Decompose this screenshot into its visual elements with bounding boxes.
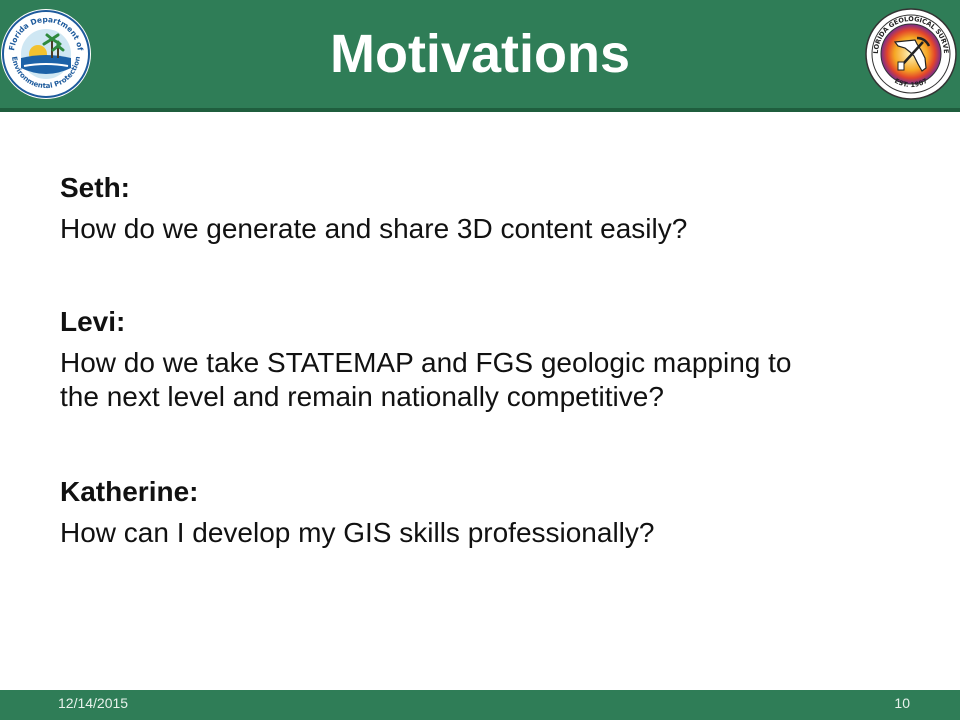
motivation-item-seth: Seth: How do we generate and share 3D co… <box>60 168 920 246</box>
person-question: How do we take STATEMAP and FGS geologic… <box>60 347 792 412</box>
person-question: How do we generate and share 3D content … <box>60 213 688 244</box>
person-name: Levi: <box>60 306 126 337</box>
person-name: Katherine: <box>60 476 199 507</box>
slide-title: Motivations <box>329 24 630 84</box>
slide-body: Seth: How do we generate and share 3D co… <box>60 168 920 550</box>
footer-date: 12/14/2015 <box>58 695 129 711</box>
motivation-item-katherine: Katherine: How can I develop my GIS skil… <box>60 472 920 550</box>
header-divider <box>0 108 960 112</box>
slide-footer: 12/14/2015 10 <box>0 690 960 720</box>
motivation-item-levi: Levi: How do we take STATEMAP and FGS ge… <box>60 302 920 414</box>
person-name: Seth: <box>60 172 130 203</box>
fgs-seal-bottom-text: EST. 1907 <box>893 77 929 89</box>
florida-dep-seal-icon: Florida Department of Environmental Prot… <box>1 9 91 99</box>
florida-geological-survey-seal-icon: FLORIDA GEOLOGICAL SURVEY EST. 1907 <box>865 8 957 100</box>
slide-header <box>0 0 960 108</box>
person-question: How can I develop my GIS skills professi… <box>60 517 655 548</box>
svg-text:EST. 1907: EST. 1907 <box>893 77 929 89</box>
page-number: 10 <box>894 695 910 711</box>
